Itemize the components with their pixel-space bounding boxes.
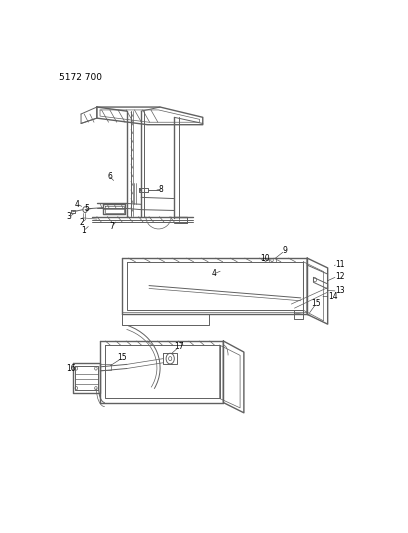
Text: 4: 4 <box>211 269 216 278</box>
Text: 1: 1 <box>81 226 86 235</box>
Text: 2: 2 <box>79 219 84 227</box>
Text: 16: 16 <box>66 364 75 373</box>
Circle shape <box>140 189 142 191</box>
Text: 3: 3 <box>67 212 72 221</box>
Text: 7: 7 <box>110 222 115 231</box>
Text: 15: 15 <box>311 299 321 308</box>
Text: 14: 14 <box>328 292 337 301</box>
Text: 5172 700: 5172 700 <box>59 73 102 82</box>
Text: 11: 11 <box>335 260 345 269</box>
Text: 17: 17 <box>174 342 184 351</box>
Text: 10: 10 <box>260 254 270 263</box>
Text: 13: 13 <box>335 286 345 295</box>
Text: 4: 4 <box>75 200 80 209</box>
Text: 15: 15 <box>118 353 127 362</box>
Text: 6: 6 <box>107 172 112 181</box>
Text: 5: 5 <box>84 204 89 213</box>
Text: 8: 8 <box>159 184 164 193</box>
Text: 12: 12 <box>335 272 345 281</box>
Text: 9: 9 <box>283 246 287 255</box>
